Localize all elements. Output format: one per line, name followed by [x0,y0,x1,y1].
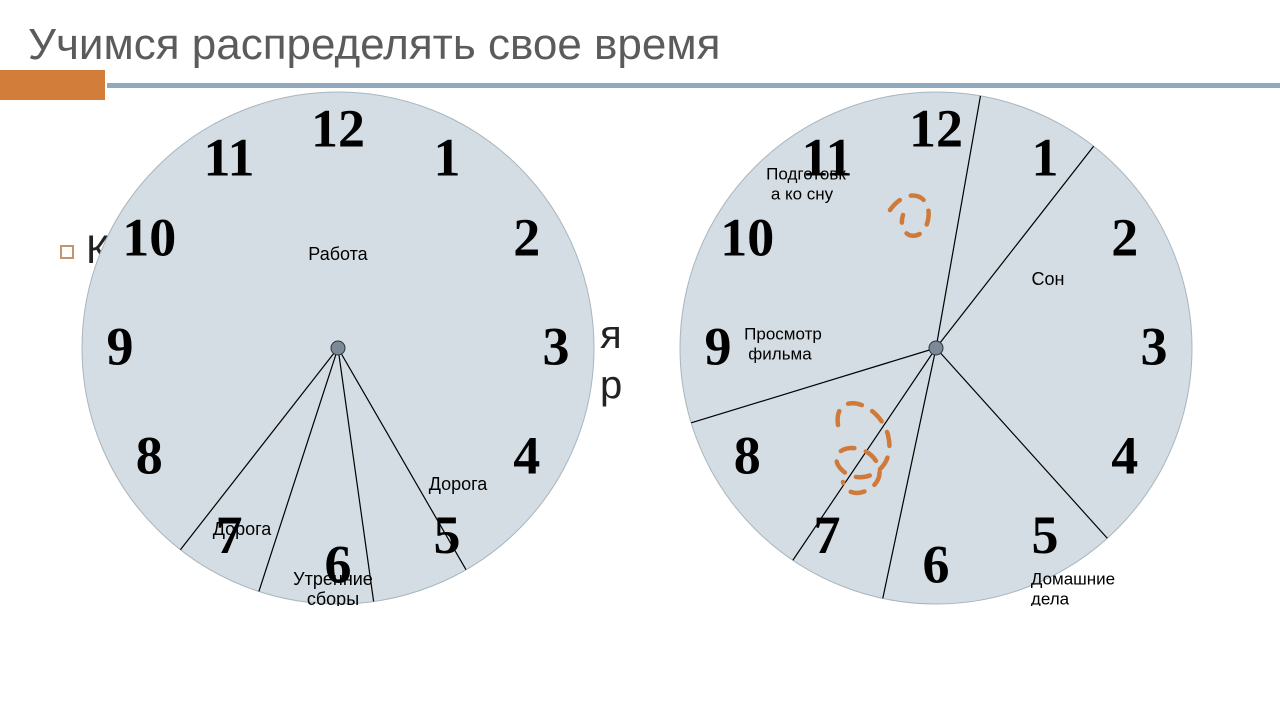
slide-title: Учимся распределять свое время [0,0,1280,82]
hour-number: 2 [1111,207,1138,267]
hour-number: 7 [814,505,841,565]
activity-label: Утренние [293,569,373,589]
hour-number: 1 [1032,128,1059,188]
hour-number: 8 [734,425,761,485]
hour-number: 3 [543,316,570,376]
activity-label: Работа [308,244,368,264]
hour-number: 9 [107,316,134,376]
activity-label: Сон [1032,269,1065,289]
activity-label: Дорога [213,519,273,539]
hour-number: 5 [1032,505,1059,565]
hour-number: 4 [513,425,540,485]
hour-number: 6 [923,534,950,594]
clock-right-center [929,341,943,355]
activity-label: Дорога [429,474,489,494]
hour-number: 3 [1141,316,1168,376]
hour-number: 10 [720,207,774,267]
activity-label: сборы [307,589,359,606]
hour-number: 12 [909,98,963,158]
bullet-icon [60,245,74,259]
hour-number: 12 [311,98,365,158]
activity-label: а ко сну [771,184,834,203]
hour-number: 2 [513,207,540,267]
activity-label: Домашние [1031,569,1115,588]
activity-label: Подготовк [766,164,846,183]
hour-number: 10 [122,207,176,267]
clock-right: 121234567891011 СонПодготовка ко снуПрос… [678,90,1194,606]
bg-text-trail2: р [600,363,622,408]
clock-right-svg: 121234567891011 СонПодготовка ко снуПрос… [678,90,1194,606]
hour-number: 5 [434,505,461,565]
activity-label: дела [1031,589,1070,606]
hr-line [107,83,1280,88]
hour-number: 9 [705,316,732,376]
hour-number: 4 [1111,425,1138,485]
clock-left-svg: 121234567891011 РаботаДорогаУтренниесбор… [80,90,596,606]
clock-left-center [331,341,345,355]
hour-number: 8 [136,425,163,485]
bg-text-trail1: я [600,313,622,358]
hour-number: 1 [434,128,461,188]
hour-number: 11 [203,128,254,188]
activity-label: фильма [748,344,812,363]
activity-label: Просмотр [744,324,822,343]
content-area: К н г я р 121234567891011 РаботаДорогаУт… [0,88,1280,668]
clock-left: 121234567891011 РаботаДорогаУтренниесбор… [80,90,596,606]
